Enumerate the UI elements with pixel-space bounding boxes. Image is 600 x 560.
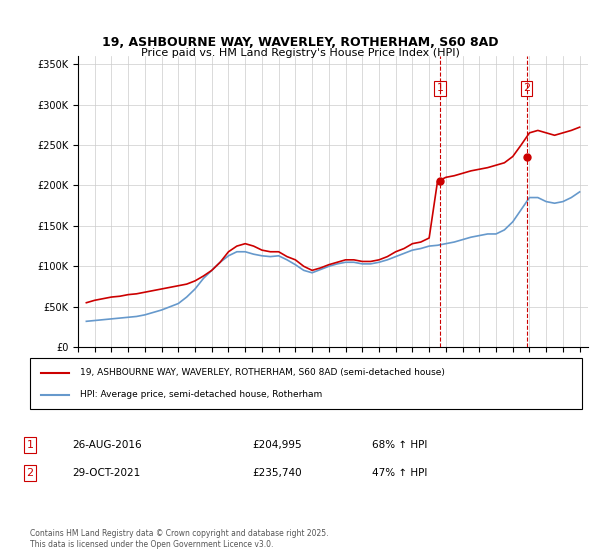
Text: 2: 2 [26,468,34,478]
Text: 68% ↑ HPI: 68% ↑ HPI [372,440,427,450]
Text: £204,995: £204,995 [252,440,302,450]
Text: 1: 1 [26,440,34,450]
Text: 47% ↑ HPI: 47% ↑ HPI [372,468,427,478]
Text: 2: 2 [523,83,530,94]
Text: HPI: Average price, semi-detached house, Rotherham: HPI: Average price, semi-detached house,… [80,390,322,399]
Text: 19, ASHBOURNE WAY, WAVERLEY, ROTHERHAM, S60 8AD: 19, ASHBOURNE WAY, WAVERLEY, ROTHERHAM, … [102,36,498,49]
Text: 1: 1 [437,83,443,94]
Text: 26-AUG-2016: 26-AUG-2016 [72,440,142,450]
Text: Contains HM Land Registry data © Crown copyright and database right 2025.
This d: Contains HM Land Registry data © Crown c… [30,529,329,549]
Text: £235,740: £235,740 [252,468,302,478]
Text: 29-OCT-2021: 29-OCT-2021 [72,468,140,478]
Text: 19, ASHBOURNE WAY, WAVERLEY, ROTHERHAM, S60 8AD (semi-detached house): 19, ASHBOURNE WAY, WAVERLEY, ROTHERHAM, … [80,368,445,377]
Text: Price paid vs. HM Land Registry's House Price Index (HPI): Price paid vs. HM Land Registry's House … [140,48,460,58]
FancyBboxPatch shape [30,358,582,409]
